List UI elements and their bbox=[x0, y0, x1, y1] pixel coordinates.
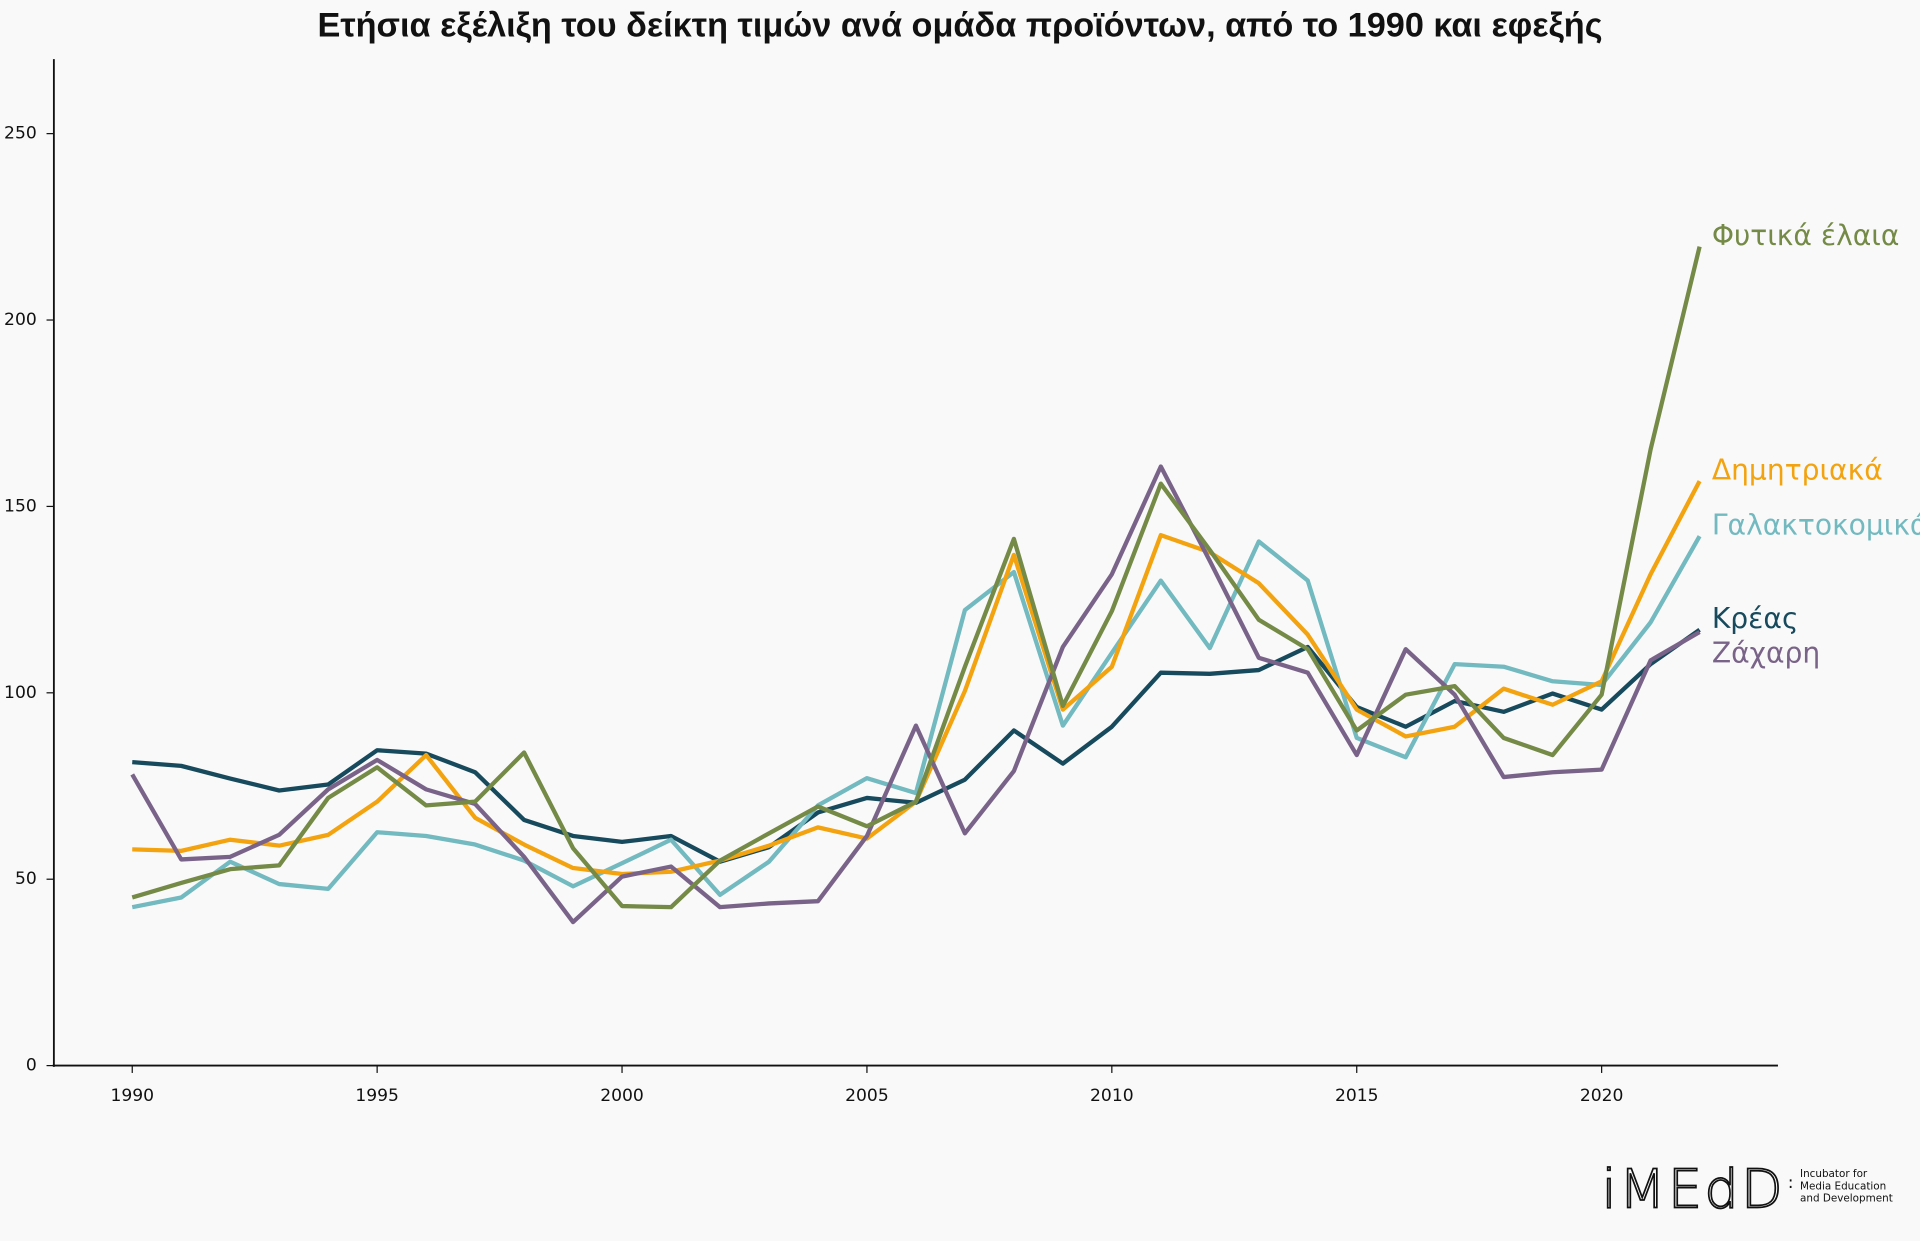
chart-title: Ετήσια εξέλιξη του δείκτη τιμών ανά ομάδ… bbox=[317, 6, 1602, 44]
y-tick-label: 200 bbox=[4, 310, 37, 330]
x-tick-label: 2020 bbox=[1580, 1086, 1624, 1106]
logo-name: iMEdD bbox=[1602, 1158, 1785, 1221]
x-tick-label: 1990 bbox=[110, 1086, 154, 1106]
series-line bbox=[130, 464, 1701, 925]
y-tick-label: 150 bbox=[4, 496, 37, 516]
series-label: Φυτικά έλαια bbox=[1712, 219, 1900, 252]
series-label: Κρέας bbox=[1712, 602, 1799, 635]
x-tick-label: 2005 bbox=[845, 1086, 889, 1106]
series-line bbox=[131, 535, 1702, 910]
x-tick-label: 2010 bbox=[1090, 1086, 1134, 1106]
series-label: Ζάχαρη bbox=[1712, 636, 1820, 669]
logo: iMEdD : Incubator for Media Education an… bbox=[1601, 1157, 1893, 1222]
logo-tagline: Incubator for bbox=[1800, 1168, 1868, 1180]
logo-colon: : bbox=[1788, 1173, 1794, 1193]
series-label: Γαλακτοκομικά bbox=[1712, 508, 1920, 541]
y-tick-label: 50 bbox=[15, 869, 37, 889]
logo-tagline: and Development bbox=[1800, 1193, 1893, 1205]
logo-tagline: Media Education bbox=[1800, 1180, 1886, 1192]
x-tick-label: 2015 bbox=[1335, 1086, 1379, 1106]
y-tick-label: 100 bbox=[4, 683, 37, 703]
series-line bbox=[131, 246, 1702, 910]
y-tick-label: 0 bbox=[26, 1056, 37, 1076]
series-label: Δημητριακά bbox=[1712, 453, 1883, 486]
y-tick-label: 250 bbox=[4, 124, 37, 144]
x-tick-label: 1995 bbox=[355, 1086, 399, 1106]
x-tick-label: 2000 bbox=[600, 1086, 644, 1106]
